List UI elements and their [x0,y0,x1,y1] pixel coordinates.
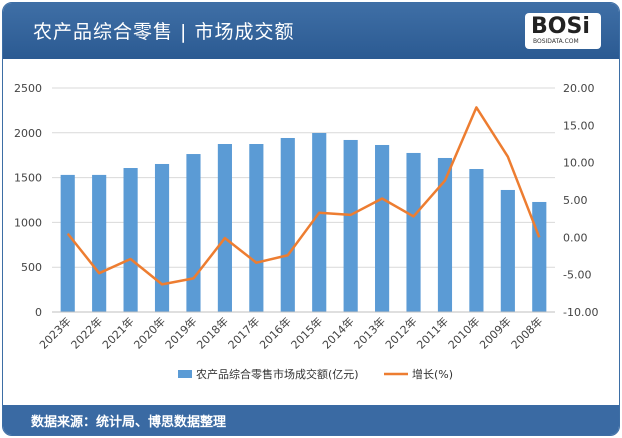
x-axis-tick: 2013年 [351,314,388,351]
legend-bar-swatch [178,370,192,378]
x-axis-tick: 2014年 [319,314,356,351]
bar [406,152,421,312]
left-axis-tick: 1000 [14,216,42,229]
bar [60,174,75,312]
bar [92,174,107,312]
bar [469,168,484,312]
growth-line [66,106,541,286]
bar [186,154,201,312]
bar [500,189,515,312]
footer-bar: 数据来源：统计局、博思数据整理 [3,405,619,435]
x-axis-tick: 2020年 [131,314,168,351]
left-axis-tick: 0 [35,306,42,319]
right-axis-tick: 5.00 [563,194,588,207]
right-axis-tick: 0.00 [563,231,588,244]
x-axis-tick: 2017年 [225,314,262,351]
bar [249,144,264,312]
x-axis-tick: 2009年 [476,314,513,351]
x-axis-tick: 2011年 [414,314,451,351]
x-axis-tick: 2019年 [162,314,199,351]
x-axis-tick: 2015年 [288,314,325,351]
right-axis-tick: -10.00 [563,306,598,319]
x-axis-tick: 2016年 [256,314,293,351]
bar [154,163,170,312]
left-axis-tick: 1500 [14,172,42,185]
right-axis-tick: 10.00 [563,157,595,170]
logo-subtext: BOSIDATA.COM [533,38,579,45]
left-axis-tick: 2500 [14,82,42,95]
bosi-logo: BOSi BOSIDATA.COM [525,13,601,49]
logo-text: BOSi [531,14,590,39]
bar [343,139,358,312]
x-axis-tick: 2023年 [36,314,73,351]
x-axis-tick: 2022年 [68,314,105,351]
x-axis-tick: 2008年 [508,314,545,351]
legend-bar-label: 农产品综合零售市场成交额(亿元) [196,367,359,381]
x-axis-tick: 2010年 [445,314,482,351]
left-axis-tick: 2000 [14,127,42,140]
bar [280,137,295,312]
left-axis-tick: 500 [21,261,42,274]
x-axis-tick: 2018年 [194,314,231,351]
x-axis-tick: 2021年 [99,314,136,351]
data-source: 数据来源：统计局、博思数据整理 [31,415,227,430]
right-axis-tick: -5.00 [563,269,591,282]
bar [375,144,390,312]
bar [217,144,232,312]
right-axis-tick: 15.00 [563,119,595,132]
bar [437,157,453,312]
bar [312,132,327,312]
legend-line-label: 增长(%) [412,367,453,381]
right-axis-tick: 20.00 [563,82,595,95]
x-axis-tick: 2012年 [382,314,419,351]
page-title: 农产品综合零售 | 市场成交额 [33,21,295,43]
bar [123,168,138,312]
header-bar: 农产品综合零售 | 市场成交额 BOSi BOSIDATA.COM [3,3,619,59]
bar [532,201,547,312]
